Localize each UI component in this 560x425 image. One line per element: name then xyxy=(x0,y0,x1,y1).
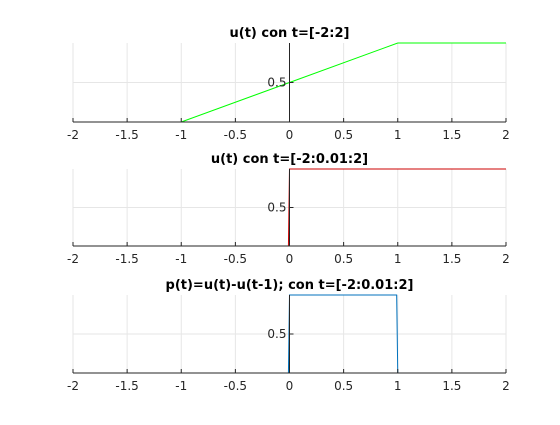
x-tick-label: 2 xyxy=(502,252,510,266)
x-tick-label: 0.5 xyxy=(334,128,353,142)
subplot-title: p(t)=u(t)-u(t-1); con t=[-2:0.01:2] xyxy=(166,278,414,293)
x-tick-label: 1 xyxy=(394,128,402,142)
x-tick-label: 0 xyxy=(286,252,294,266)
x-tick-label: 0 xyxy=(286,128,294,142)
x-tick-label: 2 xyxy=(502,128,510,142)
x-tick-label: 0.5 xyxy=(334,379,353,393)
subplot-2: -2 -1.5 -1 -0.5 0 0.5 1 1.5 2 0.5 u(t) con t=[-2:0… xyxy=(67,152,510,266)
x-tick-label: 1 xyxy=(394,379,402,393)
x-tick-label: -0.5 xyxy=(224,252,247,266)
x-tick-label: -1.5 xyxy=(115,128,138,142)
y-tick-label: 0.5 xyxy=(267,327,286,341)
x-tick-label: -1.5 xyxy=(115,379,138,393)
x-tick-label: 2 xyxy=(502,379,510,393)
x-tick-label: 1 xyxy=(394,252,402,266)
y-tick-label: 0.5 xyxy=(267,76,286,90)
x-tick-label: -0.5 xyxy=(224,128,247,142)
subplot-title: u(t) con t=[-2:0.01:2] xyxy=(211,152,368,167)
x-tick-label: -2 xyxy=(67,379,79,393)
x-tick-label: -1.5 xyxy=(115,252,138,266)
x-tick-label: -1 xyxy=(175,252,187,266)
subplot-3: -2 -1.5 -1 -0.5 0 0.5 1 1.5 2 0.5 p(t)=u(t)-u(t-1)… xyxy=(67,278,510,393)
x-tick-label: -0.5 xyxy=(224,379,247,393)
subplot-title: u(t) con t=[-2:2] xyxy=(230,26,350,41)
x-tick-label: -1 xyxy=(175,379,187,393)
x-tick-label: 1.5 xyxy=(442,128,461,142)
x-tick-label: -2 xyxy=(67,128,79,142)
x-tick-label: 1.5 xyxy=(442,252,461,266)
x-tick-label: 1.5 xyxy=(442,379,461,393)
x-tick-label: -1 xyxy=(175,128,187,142)
x-tick-label: -2 xyxy=(67,252,79,266)
y-tick-label: 0.5 xyxy=(267,201,286,215)
x-tick-label: 0 xyxy=(286,379,294,393)
subplot-1: -2 -1.5 -1 -0.5 0 0.5 1 1.5 2 0.5 u(t) con t=[-2:2… xyxy=(67,26,510,142)
x-tick-label: 0.5 xyxy=(334,252,353,266)
